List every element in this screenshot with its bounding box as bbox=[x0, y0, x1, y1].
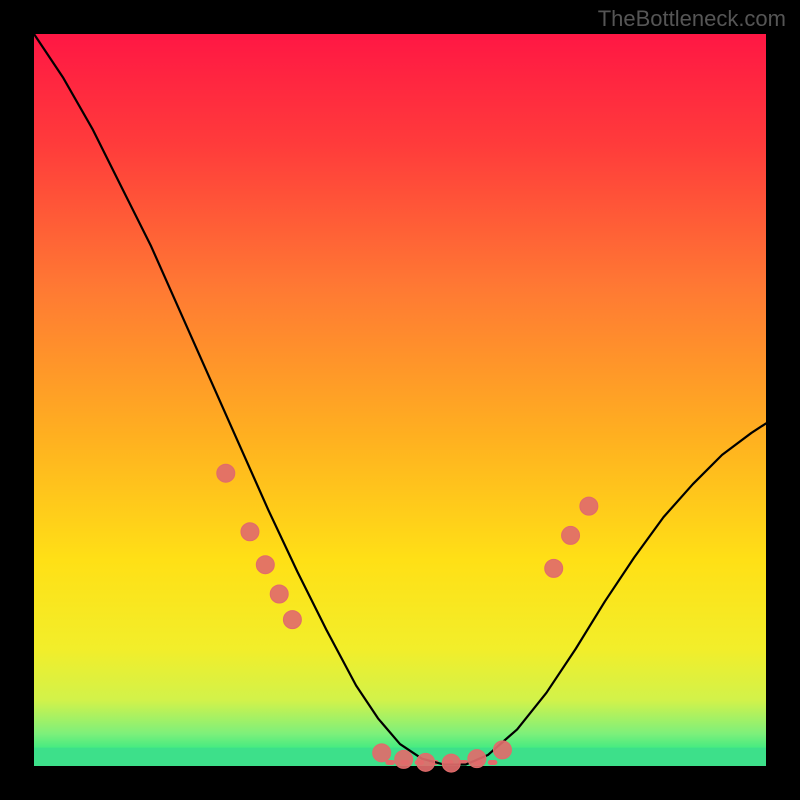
gradient-background bbox=[34, 34, 766, 766]
scatter-marker bbox=[493, 741, 511, 759]
scatter-marker bbox=[373, 744, 391, 762]
scatter-marker bbox=[417, 753, 435, 771]
bottleneck-chart bbox=[0, 0, 800, 800]
scatter-marker bbox=[217, 464, 235, 482]
scatter-marker bbox=[395, 750, 413, 768]
plot-area bbox=[34, 34, 766, 772]
scatter-marker bbox=[562, 526, 580, 544]
bottom-dash bbox=[488, 760, 498, 765]
scatter-marker bbox=[580, 497, 598, 515]
scatter-marker bbox=[241, 523, 259, 541]
scatter-marker bbox=[283, 611, 301, 629]
scatter-marker bbox=[270, 585, 288, 603]
scatter-marker bbox=[442, 754, 460, 772]
scatter-marker bbox=[468, 750, 486, 768]
scatter-marker bbox=[256, 556, 274, 574]
scatter-marker bbox=[545, 559, 563, 577]
stage: TheBottleneck.com bbox=[0, 0, 800, 800]
